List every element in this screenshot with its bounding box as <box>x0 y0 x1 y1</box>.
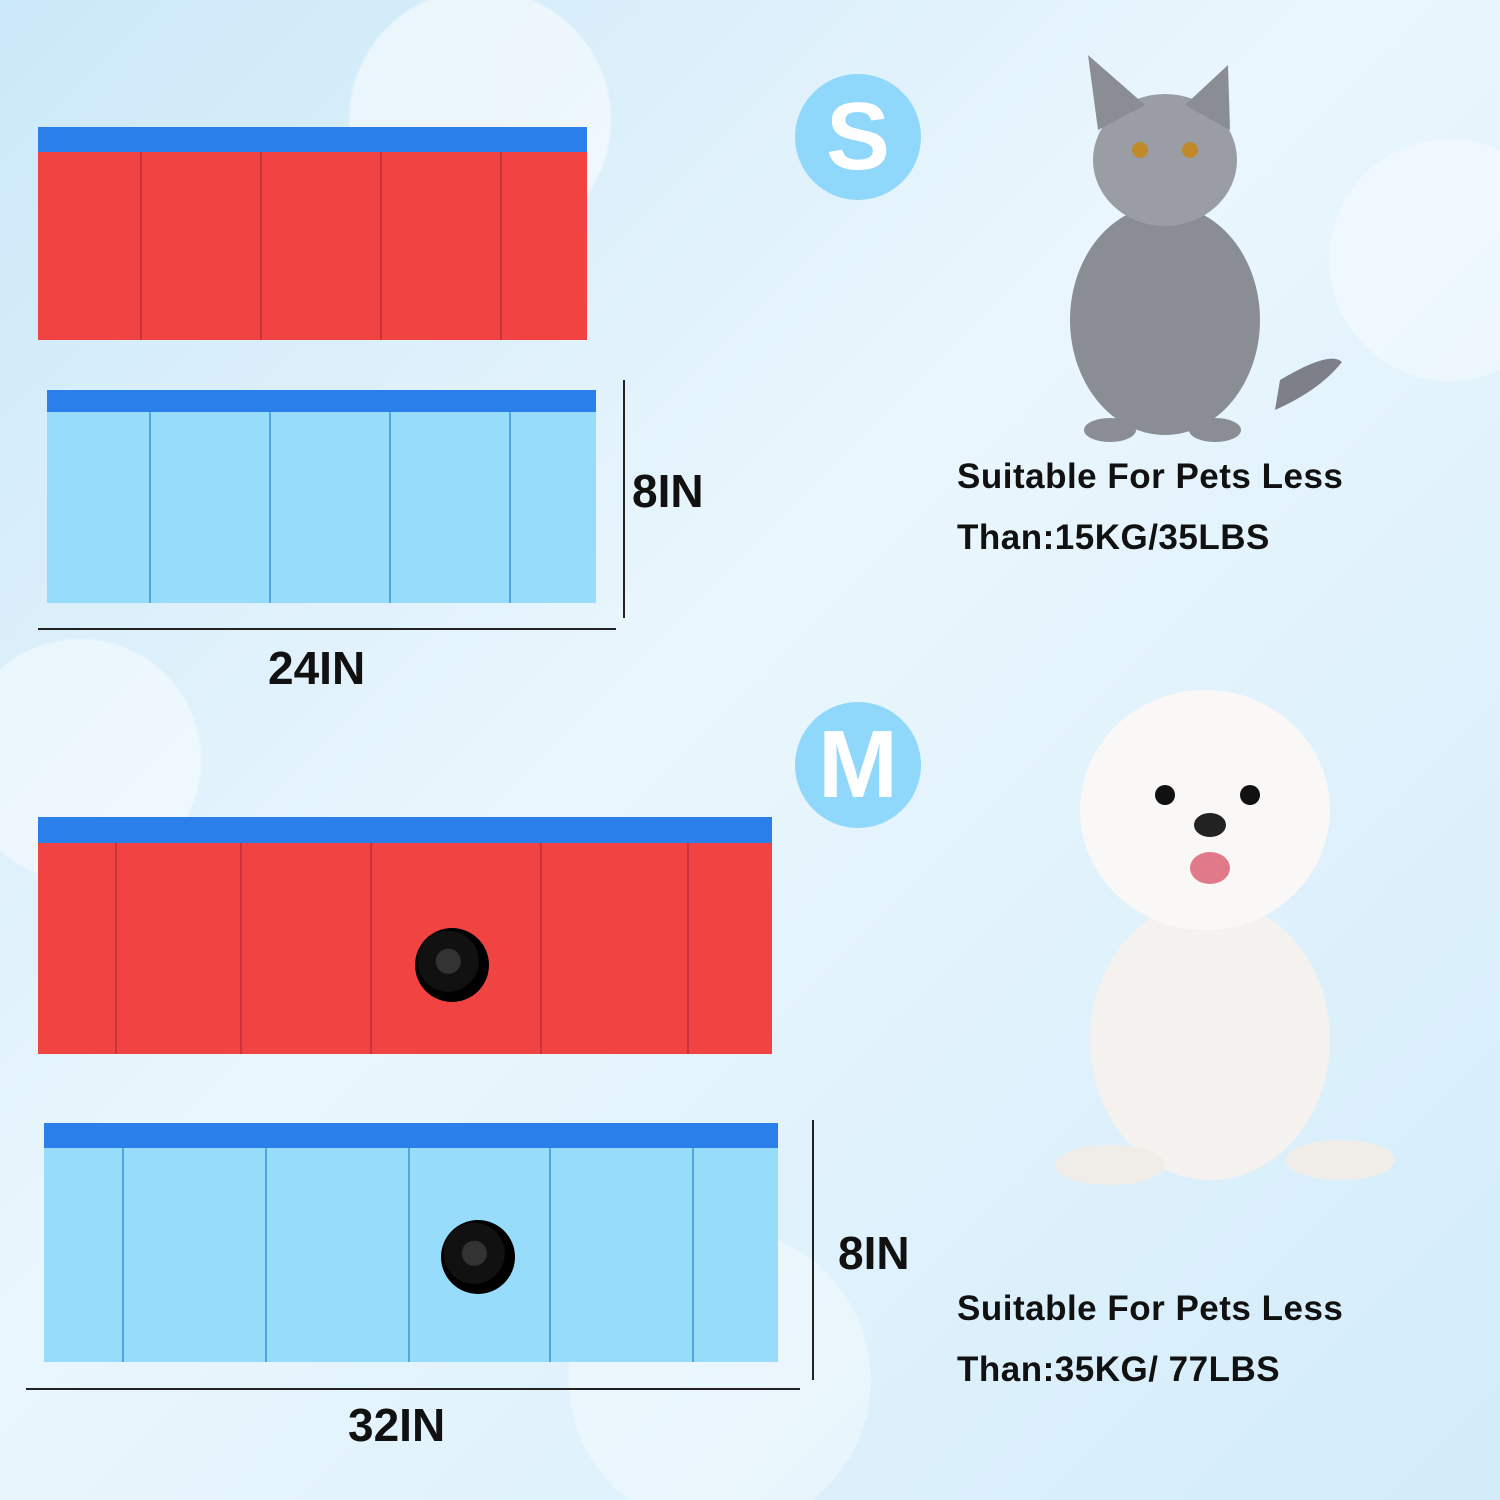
medium-pool-red-side <box>38 817 772 1054</box>
medium-width-arrow <box>26 1388 800 1390</box>
small-pool-red-side <box>38 127 587 340</box>
small-width-arrow <box>38 628 616 630</box>
size-badge-m: M <box>795 702 921 828</box>
medium-height-arrow <box>812 1120 814 1380</box>
dog-icon <box>1055 690 1395 1185</box>
medium-height-label: 8IN <box>838 1227 910 1279</box>
medium-description: Suitable For Pets Less Than:35KG/ 77LBS <box>957 1278 1343 1400</box>
drain-plug-icon <box>441 1220 515 1294</box>
medium-desc-line1: Suitable For Pets Less <box>957 1289 1344 1328</box>
drain-plug-icon <box>415 928 489 1002</box>
small-height-arrow <box>623 380 625 618</box>
small-desc-line1: Suitable For Pets Less <box>957 457 1344 496</box>
small-desc-line2: Than:15KG/35LBS <box>957 518 1270 557</box>
small-height-label: 8IN <box>632 465 704 517</box>
medium-pool-blue-side <box>44 1123 778 1362</box>
medium-width-label: 32IN <box>348 1399 446 1451</box>
small-description: Suitable For Pets Less Than:15KG/35LBS <box>957 446 1343 568</box>
small-width-label: 24IN <box>268 642 366 694</box>
small-pool-blue-side <box>47 390 596 603</box>
cat-icon <box>1070 55 1342 442</box>
size-badge-s: S <box>795 74 921 200</box>
medium-desc-line2: Than:35KG/ 77LBS <box>957 1350 1281 1389</box>
